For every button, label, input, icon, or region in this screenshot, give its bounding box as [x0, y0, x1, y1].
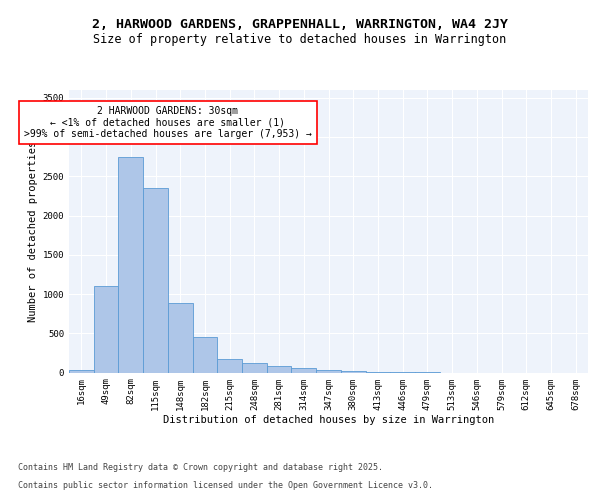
Bar: [168, 304, 193, 372]
Bar: [69, 370, 94, 372]
Bar: [242, 363, 267, 372]
Bar: [94, 286, 118, 372]
Text: 2 HARWOOD GARDENS: 30sqm
← <1% of detached houses are smaller (1)
>99% of semi-d: 2 HARWOOD GARDENS: 30sqm ← <1% of detach…: [24, 106, 312, 139]
Bar: [316, 370, 341, 372]
Bar: [292, 368, 316, 372]
Text: Contains HM Land Registry data © Crown copyright and database right 2025.: Contains HM Land Registry data © Crown c…: [18, 464, 383, 472]
Bar: [341, 371, 365, 372]
X-axis label: Distribution of detached houses by size in Warrington: Distribution of detached houses by size …: [163, 415, 494, 425]
Text: 2, HARWOOD GARDENS, GRAPPENHALL, WARRINGTON, WA4 2JY: 2, HARWOOD GARDENS, GRAPPENHALL, WARRING…: [92, 18, 508, 30]
Bar: [143, 188, 168, 372]
Y-axis label: Number of detached properties: Number of detached properties: [28, 140, 38, 322]
Bar: [118, 156, 143, 372]
Bar: [217, 359, 242, 372]
Bar: [267, 366, 292, 372]
Text: Contains public sector information licensed under the Open Government Licence v3: Contains public sector information licen…: [18, 481, 433, 490]
Text: Size of property relative to detached houses in Warrington: Size of property relative to detached ho…: [94, 32, 506, 46]
Bar: [193, 337, 217, 372]
